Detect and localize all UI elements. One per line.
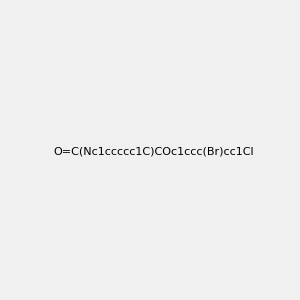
Text: O=C(Nc1ccccc1C)COc1ccc(Br)cc1Cl: O=C(Nc1ccccc1C)COc1ccc(Br)cc1Cl bbox=[53, 146, 254, 157]
